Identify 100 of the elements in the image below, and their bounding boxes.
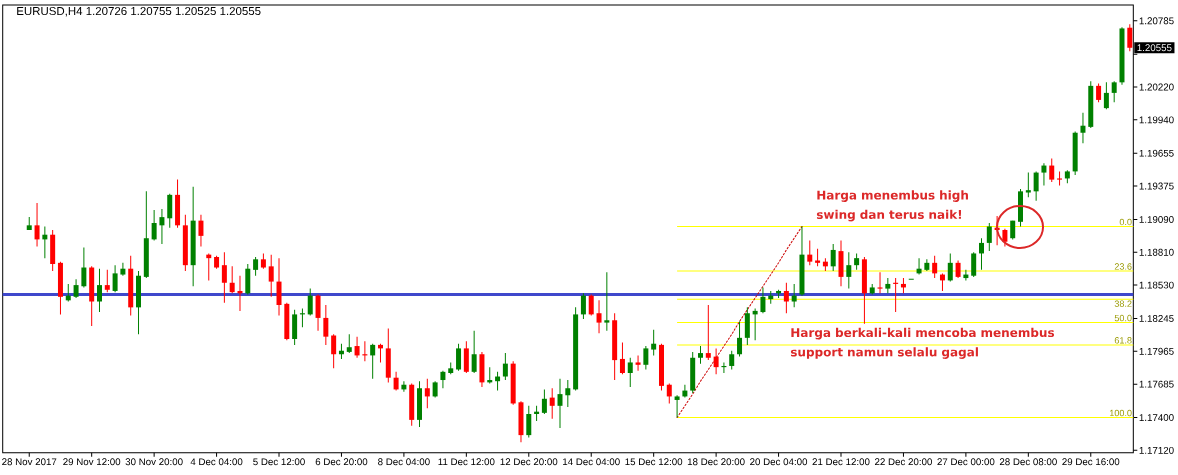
y-tick-label: 1.20220 (1139, 83, 1174, 91)
annotation: 100.0 (1109, 409, 1132, 417)
candlestick (471, 330, 477, 374)
y-tick-label: 1.17400 (1139, 414, 1174, 421)
candlestick (604, 271, 610, 332)
annotation: 23.6 (1114, 263, 1132, 270)
x-tick-label: 21 Dec 12:00 (812, 458, 870, 466)
annotation: Harga menembus high swing dan terus naik! (816, 190, 968, 222)
y-tick-label: 1.17685 (1139, 380, 1174, 388)
y-tick-label: 1.19655 (1139, 149, 1174, 157)
candlestick (253, 256, 259, 277)
y-tick-label: 1.17120 (1139, 446, 1174, 454)
candlestick (393, 371, 399, 392)
candlestick (986, 222, 992, 252)
candlestick (456, 343, 462, 372)
candlestick (666, 383, 672, 404)
candlestick (370, 343, 376, 380)
candlestick (549, 387, 555, 420)
candlestick (331, 333, 337, 369)
candlestick (1080, 112, 1086, 144)
candlestick (276, 257, 282, 317)
candlestick (557, 378, 563, 429)
candlestick (932, 255, 938, 279)
candlestick (971, 251, 977, 278)
candlestick (268, 254, 274, 298)
candlestick (947, 252, 953, 283)
candlestick (705, 304, 711, 361)
y-tick-label: 1.18245 (1139, 315, 1174, 322)
candlestick (120, 262, 126, 277)
candlestick (846, 251, 852, 290)
x-tick-label: 6 Dec 20:00 (315, 458, 368, 466)
candlestick (424, 378, 430, 409)
candlestick (760, 286, 766, 314)
annotation: 61.8 (1114, 337, 1132, 344)
y-tick-label: 1.18530 (1139, 281, 1174, 289)
candlestick (737, 320, 743, 358)
annotation: Harga berkali-kali mencoba menembus support namun selalu gagal (790, 327, 1055, 359)
annotation: 0.0 (1119, 218, 1132, 226)
candlestick (830, 243, 836, 272)
candlestick (596, 299, 602, 334)
x-tick-label: 28 Nov 2017 (2, 458, 57, 466)
candlestick (229, 265, 235, 294)
candlestick (978, 237, 984, 271)
candlestick (96, 268, 102, 313)
candlestick (1041, 162, 1047, 186)
candlestick (104, 269, 110, 293)
candlestick (1025, 172, 1031, 198)
candlestick (674, 394, 680, 419)
x-tick-label: 4 Dec 04:00 (190, 458, 243, 466)
candlestick (565, 379, 571, 408)
x-tick-label: 14 Dec 04:00 (563, 458, 620, 466)
candlestick (1103, 81, 1109, 110)
y-tick-label: 1.19090 (1139, 216, 1174, 223)
x-tick-label: 18 Dec 20:00 (687, 458, 745, 466)
candlestick (323, 304, 329, 346)
candlestick (877, 271, 883, 294)
candlestick (112, 264, 118, 293)
candlestick (713, 347, 719, 375)
candlestick (34, 202, 40, 247)
candlestick (588, 293, 594, 317)
candlestick (151, 209, 157, 242)
annotation: 38.2 (1114, 300, 1132, 307)
candlestick (1049, 158, 1055, 183)
x-tick-label: 30 Nov 20:00 (125, 458, 183, 466)
candlestick (1127, 23, 1133, 52)
candlestick (1111, 80, 1117, 103)
candlestick (580, 292, 586, 320)
candlestick (167, 193, 173, 229)
candlestick (159, 208, 165, 245)
candlestick (221, 251, 227, 304)
y-tick-label: 1.20785 (1139, 17, 1174, 25)
x-tick-label: 11 Dec 12:00 (438, 458, 495, 466)
annotation: 50.0 (1114, 314, 1132, 322)
x-tick-label: 27 Dec 00:00 (937, 458, 995, 466)
text: 1.20555 (1137, 44, 1172, 52)
candlestick (502, 352, 508, 381)
candlestick (1096, 83, 1102, 103)
candlestick (81, 247, 87, 288)
candlestick (541, 388, 547, 415)
y-tick-label: 1.17965 (1139, 347, 1174, 355)
candlestick (619, 342, 625, 375)
x-tick-label: 12 Dec 20:00 (500, 458, 558, 466)
candlestick (198, 214, 204, 247)
candlestick (627, 357, 633, 388)
candlestick (354, 336, 360, 359)
y-tick-label: 1.18810 (1139, 248, 1174, 256)
candlestick (1033, 170, 1039, 202)
candlestick (346, 333, 352, 354)
x-tick-label: 29 Nov 12:00 (63, 458, 121, 466)
candlestick (307, 288, 313, 317)
x-tick-label: 22 Dec 20:00 (874, 458, 932, 466)
x-tick-label: 5 Dec 12:00 (253, 458, 305, 466)
candlestick (729, 350, 735, 370)
candlestick (440, 370, 446, 389)
candlestick (651, 329, 657, 356)
candlestick (643, 345, 649, 370)
chart-title: EURUSD,H4 1.20726 1.20755 1.20525 1.20555 (17, 6, 261, 17)
candlestick (526, 405, 532, 438)
candlestick (463, 340, 469, 374)
x-tick-label: 8 Dec 04:00 (378, 458, 430, 466)
